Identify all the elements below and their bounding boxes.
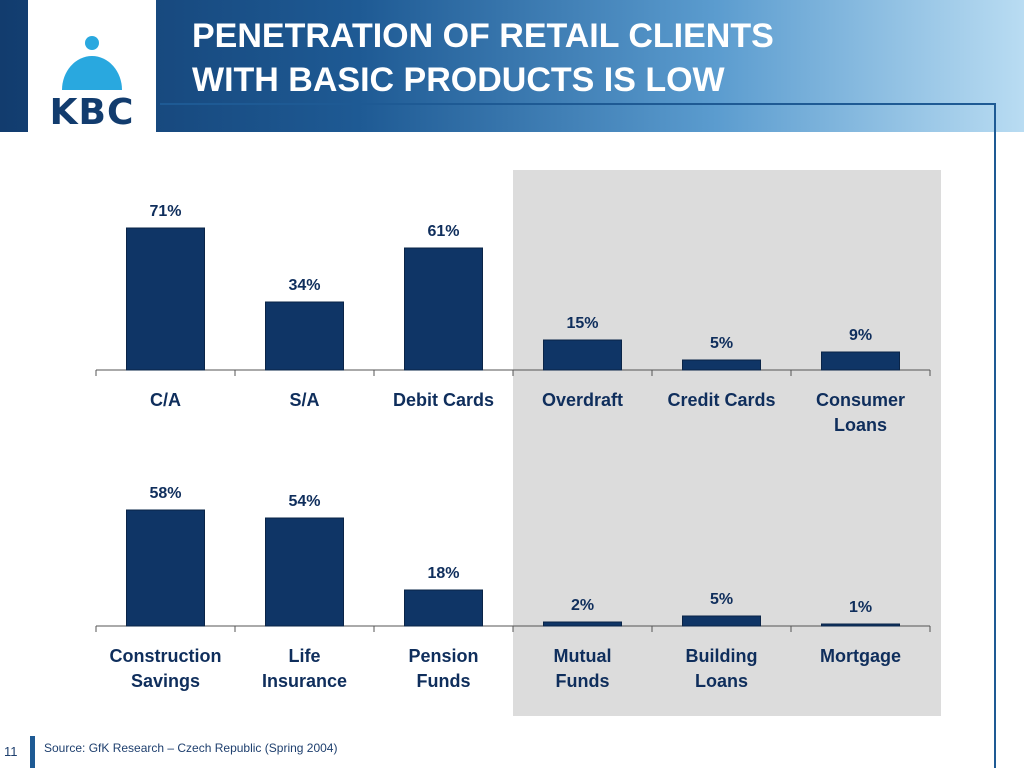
chart-2-category-label: Pension	[408, 646, 478, 666]
chart-1-category-label: C/A	[150, 390, 181, 410]
chart-1-category-label: Overdraft	[542, 390, 623, 410]
chart-1-category-label: S/A	[289, 390, 319, 410]
chart-2-category-label: Life	[288, 646, 320, 666]
chart-2-data-label: 18%	[427, 565, 459, 582]
chart-1-bar	[821, 351, 900, 371]
slide-title: PENETRATION OF RETAIL CLIENTS WITH BASIC…	[192, 14, 992, 102]
chart-2-category-label: Funds	[417, 671, 471, 691]
chart-2-category-label: Loans	[695, 671, 748, 691]
chart-2-bar	[682, 615, 761, 627]
chart-1-bar	[682, 359, 761, 371]
chart-1-bar	[126, 227, 205, 371]
chart-1-data-label: 5%	[710, 335, 733, 352]
chart-1-data-label: 9%	[849, 327, 872, 344]
chart-2-category-label: Funds	[556, 671, 610, 691]
chart-2-bar	[404, 589, 483, 627]
chart-2-bar	[821, 623, 900, 627]
slide-title-line-1: PENETRATION OF RETAIL CLIENTS	[192, 17, 774, 55]
chart-1-data-label: 61%	[427, 223, 459, 240]
chart-2-category-label: Construction	[110, 646, 222, 666]
chart-1-data-label: 71%	[149, 203, 181, 220]
chart-1-category-label: Credit Cards	[667, 390, 775, 410]
chart-2-bar	[265, 517, 344, 627]
chart-1-bar	[404, 247, 483, 371]
chart-2-category-label: Building	[686, 646, 758, 666]
chart-2-data-label: 58%	[149, 485, 181, 502]
chart-1-data-label: 15%	[566, 315, 598, 332]
frame-line-top	[160, 103, 996, 105]
source-note: Source: GfK Research – Czech Republic (S…	[44, 741, 338, 755]
header-banner	[0, 0, 1024, 132]
page-number: 11	[4, 744, 18, 759]
chart-1-data-label: 34%	[288, 277, 320, 294]
chart-2-category-label: Savings	[131, 671, 200, 691]
footer-bar	[30, 736, 35, 768]
chart-1-bar	[543, 339, 622, 371]
chart-2-data-label: 1%	[849, 599, 872, 616]
logo-text: KBC	[49, 92, 135, 133]
logo-figure-head-icon	[85, 36, 99, 50]
chart-1-category-label: Loans	[834, 415, 887, 435]
chart-2-data-label: 5%	[710, 591, 733, 608]
chart-2-category-label: Mortgage	[820, 646, 901, 666]
chart-1-category-label: Consumer	[816, 390, 905, 410]
chart-2-bar	[543, 621, 622, 627]
slide-title-line-2: WITH BASIC PRODUCTS IS LOW	[192, 61, 725, 99]
chart-2-bar	[126, 509, 205, 627]
chart-2-data-label: 2%	[571, 597, 594, 614]
chart-2-data-label: 54%	[288, 493, 320, 510]
chart-1-category-label: Debit Cards	[393, 390, 494, 410]
chart-2-category-label: Mutual	[554, 646, 612, 666]
chart-2-category-label: Insurance	[262, 671, 347, 691]
chart-1-bar	[265, 301, 344, 371]
frame-line-right	[994, 103, 996, 768]
kbc-logo: KBC	[28, 0, 156, 133]
